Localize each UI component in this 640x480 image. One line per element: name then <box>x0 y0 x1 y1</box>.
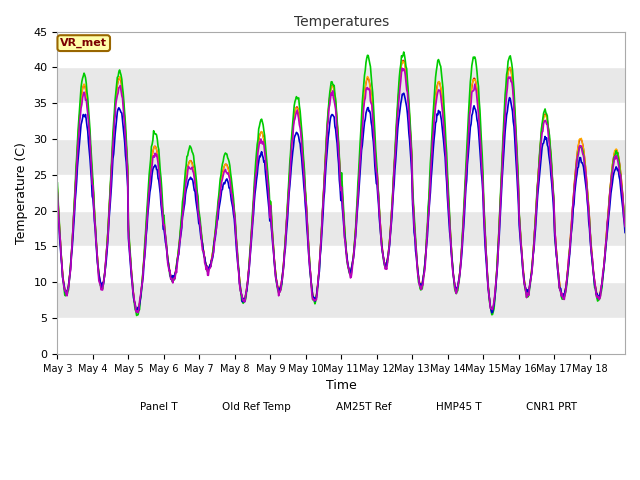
Title: Temperatures: Temperatures <box>294 15 389 29</box>
Line: Old Ref Temp: Old Ref Temp <box>58 61 625 311</box>
Text: VR_met: VR_met <box>60 38 108 48</box>
Bar <box>58 318 625 354</box>
AM25T Ref <box>433 63 441 69</box>
Panel T <box>253 151 261 156</box>
Old Ref Temp <box>621 220 629 226</box>
CNR1 PRT <box>433 93 441 99</box>
Old Ref Temp <box>132 308 140 314</box>
Bar <box>58 246 625 282</box>
CNR1 PRT <box>399 65 406 71</box>
Panel T <box>120 107 128 112</box>
Line: CNR1 PRT: CNR1 PRT <box>58 68 625 312</box>
CNR1 PRT <box>134 310 142 315</box>
HMP45 T <box>400 90 408 96</box>
AM25T Ref <box>401 57 409 63</box>
HMP45 T <box>54 203 61 209</box>
Old Ref Temp <box>225 170 233 176</box>
AM25T Ref <box>54 180 61 186</box>
AM25T Ref <box>400 49 408 55</box>
HMP45 T <box>621 229 629 235</box>
AM25T Ref <box>225 159 233 165</box>
HMP45 T <box>401 93 408 99</box>
Panel T <box>433 84 441 89</box>
HMP45 T <box>120 132 128 138</box>
AM25T Ref <box>253 142 261 147</box>
Panel T <box>401 63 409 69</box>
CNR1 PRT <box>54 190 61 196</box>
HMP45 T <box>433 119 440 124</box>
CNR1 PRT <box>120 115 128 121</box>
AM25T Ref <box>275 290 282 296</box>
Old Ref Temp <box>54 184 61 190</box>
AM25T Ref <box>132 312 140 318</box>
HMP45 T <box>274 285 282 291</box>
Panel T <box>225 169 233 175</box>
Panel T <box>621 220 629 226</box>
Bar <box>58 103 625 139</box>
Panel T <box>134 308 141 314</box>
CNR1 PRT <box>621 224 629 229</box>
HMP45 T <box>253 177 260 183</box>
Bar <box>58 175 625 211</box>
Y-axis label: Temperature (C): Temperature (C) <box>15 142 28 244</box>
Line: HMP45 T: HMP45 T <box>58 93 625 313</box>
Panel T <box>275 286 282 292</box>
Old Ref Temp <box>120 107 128 113</box>
CNR1 PRT <box>253 159 261 165</box>
X-axis label: Time: Time <box>326 379 356 392</box>
Panel T <box>399 58 407 63</box>
Line: Panel T: Panel T <box>58 60 625 311</box>
HMP45 T <box>488 310 495 316</box>
Old Ref Temp <box>433 85 441 91</box>
Panel T <box>54 186 61 192</box>
Old Ref Temp <box>401 65 409 71</box>
CNR1 PRT <box>401 72 409 77</box>
Old Ref Temp <box>275 286 282 292</box>
HMP45 T <box>225 180 232 186</box>
Old Ref Temp <box>399 58 407 64</box>
CNR1 PRT <box>225 174 233 180</box>
Bar <box>58 32 625 67</box>
Line: AM25T Ref: AM25T Ref <box>58 52 625 315</box>
AM25T Ref <box>621 226 629 231</box>
Legend: Panel T, Old Ref Temp, AM25T Ref, HMP45 T, CNR1 PRT: Panel T, Old Ref Temp, AM25T Ref, HMP45 … <box>101 398 581 416</box>
AM25T Ref <box>120 101 128 107</box>
Old Ref Temp <box>253 151 261 156</box>
CNR1 PRT <box>275 293 282 299</box>
